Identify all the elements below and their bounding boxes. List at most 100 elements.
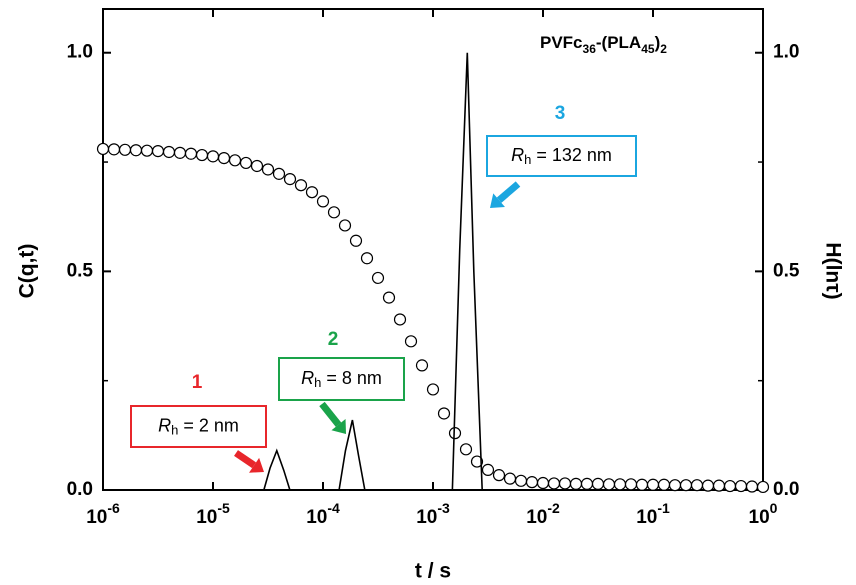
distribution-line <box>451 52 483 491</box>
annotation-subscript: h <box>171 423 178 438</box>
data-point <box>591 477 605 490</box>
x-tick-base: 10 <box>86 507 107 528</box>
annotation-arrow-shaft <box>496 181 521 203</box>
data-point <box>173 146 187 159</box>
y2-axis-label: H(lnτ) <box>821 242 844 299</box>
data-point <box>646 478 660 491</box>
data-point <box>327 206 341 219</box>
data-point <box>415 359 429 372</box>
x-tick-label: 10-1 <box>636 500 670 528</box>
title-part: ) <box>655 33 661 52</box>
annotation-subscript: h <box>314 375 321 390</box>
data-point <box>162 145 176 159</box>
data-point <box>239 156 253 170</box>
x-tick-exponent: -2 <box>547 500 560 516</box>
data-point <box>129 144 143 157</box>
x-tick-exponent: -4 <box>327 500 340 516</box>
data-point <box>580 477 594 490</box>
distribution-line <box>263 448 291 491</box>
x-tick-base: 10 <box>306 507 327 528</box>
annotation-arrow-head <box>490 193 505 208</box>
y-tick-label: 0.5 <box>67 260 94 281</box>
data-point <box>217 152 231 165</box>
data-point <box>349 234 363 247</box>
data-point <box>294 179 308 192</box>
annotation-label: Rh = 132 nm <box>511 145 612 168</box>
title-part: -(PLA <box>596 33 641 52</box>
data-point <box>382 291 396 304</box>
data-point <box>206 150 220 163</box>
annotation-text: = 8 nm <box>321 368 382 388</box>
x-tick-label: 10-5 <box>196 500 230 528</box>
data-point <box>250 159 264 173</box>
x-tick-label: 10-3 <box>416 500 450 528</box>
x-tick-exponent: -6 <box>107 500 120 516</box>
data-point <box>459 443 473 456</box>
data-point <box>404 335 418 348</box>
data-point <box>712 479 726 492</box>
annotation-text: = 2 nm <box>178 415 239 435</box>
x-tick-base: 10 <box>749 507 770 528</box>
data-point <box>536 476 550 490</box>
annotation-arrow-head <box>331 419 346 434</box>
title-subscript: 2 <box>660 42 667 56</box>
annotation-number: 3 <box>555 103 566 124</box>
data-point <box>338 219 352 232</box>
x-tick-exponent: -1 <box>657 500 670 516</box>
data-point <box>118 143 132 156</box>
data-point <box>602 478 616 491</box>
x-tick-label: 10-4 <box>306 500 340 528</box>
data-point <box>437 407 451 420</box>
x-tick-exponent: -3 <box>437 500 450 516</box>
data-point <box>613 478 627 491</box>
annotation-arrow-head <box>249 457 264 473</box>
annotation-number: 2 <box>328 329 339 350</box>
annotation-subscript: h <box>524 152 531 167</box>
data-point <box>745 480 759 493</box>
annotation-arrow-shaft <box>319 401 342 427</box>
data-point <box>107 143 121 156</box>
data-point <box>140 144 154 157</box>
annotation-label: Rh = 2 nm <box>158 415 239 438</box>
data-point <box>657 478 671 491</box>
annotation-symbol: R <box>301 368 314 388</box>
x-tick-base: 10 <box>636 507 657 528</box>
data-point <box>635 478 649 491</box>
annotation-text: = 132 nm <box>531 145 612 165</box>
title-subscript: 36 <box>583 42 597 56</box>
y2-tick-label: 1.0 <box>773 42 799 63</box>
data-point <box>734 479 748 493</box>
title-subscript: 45 <box>641 42 655 56</box>
data-point <box>547 477 561 490</box>
x-tick-base: 10 <box>196 507 217 528</box>
title-part: PVFc <box>540 33 583 52</box>
annotation-number: 1 <box>192 372 203 393</box>
data-point <box>283 172 297 186</box>
annotation-box <box>130 405 267 448</box>
data-point <box>184 147 198 160</box>
data-point <box>360 252 374 265</box>
data-point <box>426 383 440 396</box>
x-tick-exponent: 0 <box>770 500 778 516</box>
y-tick-label: 1.0 <box>67 42 93 63</box>
annotation-box <box>486 135 637 177</box>
data-point <box>503 472 517 485</box>
y-tick-label: 0.0 <box>67 479 93 500</box>
data-point <box>756 480 770 494</box>
x-tick-label: 100 <box>749 500 778 528</box>
data-point <box>195 148 209 162</box>
annotation-box <box>278 357 405 401</box>
data-point <box>690 479 704 492</box>
y2-tick-label: 0.5 <box>773 260 800 281</box>
data-point <box>393 313 407 326</box>
annotation-label: Rh = 8 nm <box>301 368 382 391</box>
data-point <box>525 476 539 489</box>
data-point <box>96 142 110 156</box>
data-point <box>514 474 528 487</box>
chart-title: PVFc36-(PLA45)2 <box>540 33 667 56</box>
x-tick-label: 10-6 <box>86 500 120 528</box>
data-point <box>481 463 495 476</box>
data-point <box>492 469 506 482</box>
data-point <box>470 455 484 468</box>
